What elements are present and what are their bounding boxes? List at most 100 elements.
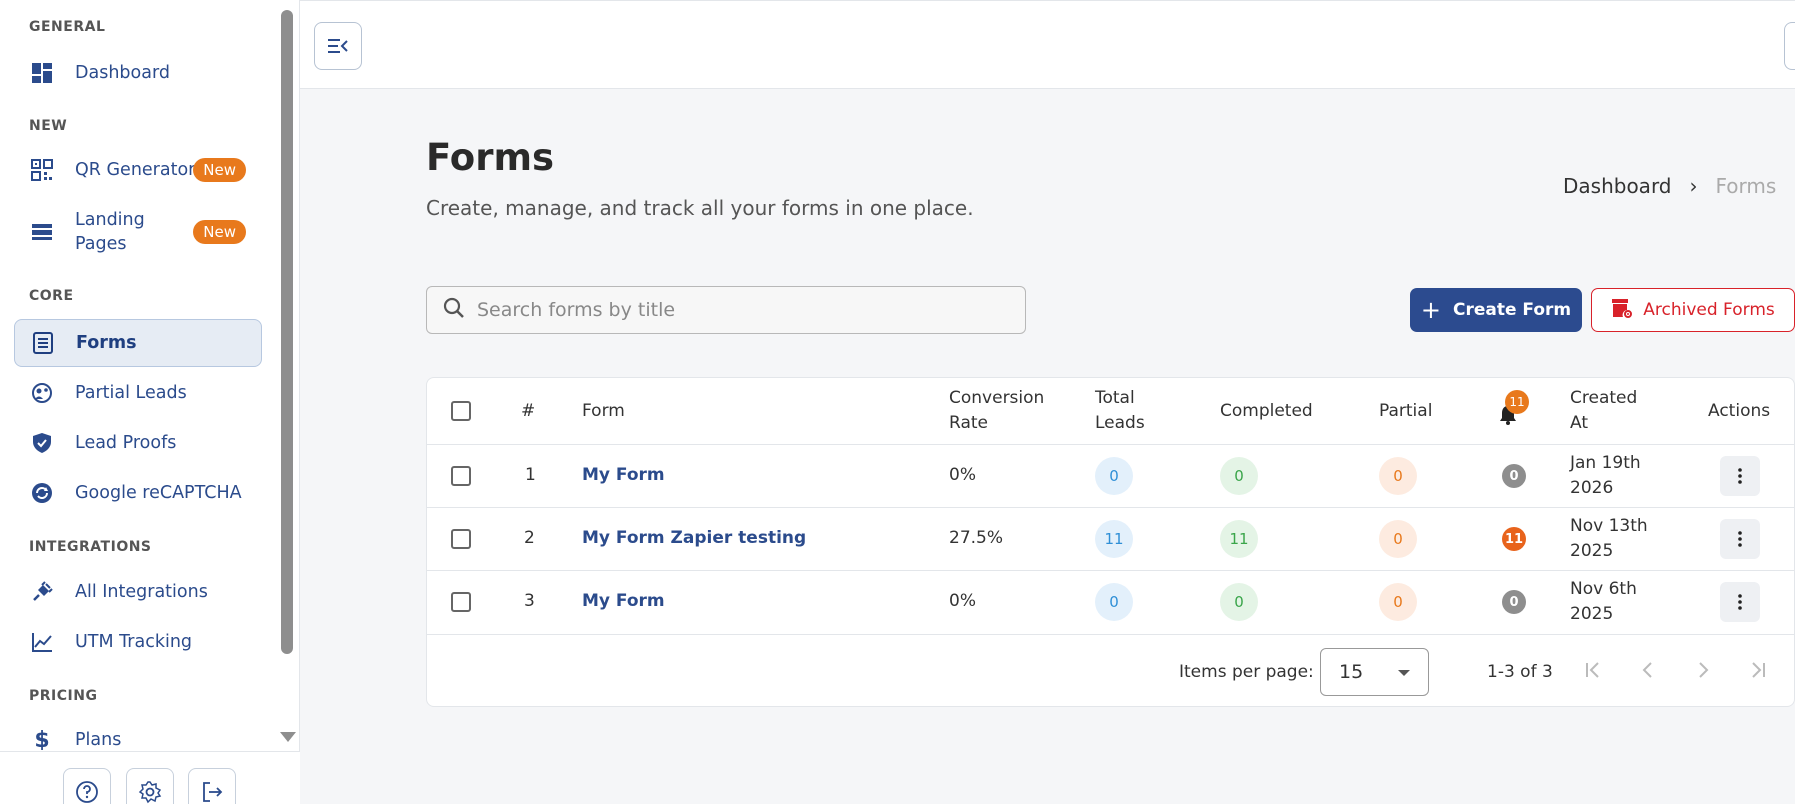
items-per-page-select[interactable]: 15 [1320, 648, 1429, 696]
section-general: GENERAL [29, 19, 106, 35]
sidebar-footer [0, 751, 300, 804]
select-all-checkbox[interactable] [451, 401, 471, 421]
previous-page-button[interactable] [1634, 656, 1662, 684]
notifications-count: 0 [1502, 464, 1526, 488]
search-input[interactable] [477, 299, 997, 321]
archived-forms-button[interactable]: Archived Forms [1591, 288, 1795, 332]
table-header: # Form Conversion Rate Total Leads Compl… [427, 378, 1795, 445]
col-total-leads[interactable]: Total Leads [1095, 386, 1145, 436]
pagination: Items per page: 15 1-3 of 3 [427, 635, 1795, 707]
chevron-right-icon [1699, 662, 1709, 678]
row-checkbox[interactable] [451, 466, 471, 486]
sidebar-item-forms[interactable]: Forms [14, 319, 262, 367]
user-menu-button[interactable] [1784, 22, 1795, 70]
created-year: 2025 [1570, 541, 1614, 561]
sidebar-item-all-integrations[interactable]: All Integrations [14, 574, 262, 610]
collapse-menu-icon [328, 39, 348, 53]
plug-icon [29, 579, 55, 605]
conversion-rate: 0% [949, 465, 976, 485]
form-link[interactable]: My Form [582, 465, 665, 485]
new-badge: New [193, 220, 246, 244]
help-button[interactable] [63, 768, 111, 804]
sidebar-toggle-button[interactable] [314, 22, 362, 70]
recaptcha-icon [29, 480, 55, 506]
sidebar-item-qr-generator[interactable]: QR Generator New [14, 152, 262, 188]
sidebar-item-label: Forms [76, 333, 137, 353]
next-page-button[interactable] [1689, 656, 1717, 684]
col-label: Created [1570, 388, 1638, 408]
search-icon [443, 297, 465, 323]
created-at: Nov 6th 2025 [1570, 577, 1637, 627]
qr-code-icon [29, 157, 55, 183]
col-completed[interactable]: Completed [1220, 401, 1313, 421]
sidebar-item-lead-proofs[interactable]: Lead Proofs [14, 425, 262, 461]
first-page-button[interactable] [1580, 656, 1608, 684]
first-page-icon [1586, 662, 1599, 678]
sidebar-item-label: Google reCAPTCHA [75, 483, 242, 503]
last-page-icon [1752, 662, 1765, 678]
table-row: 2 My Form Zapier testing 27.5% 11 11 0 1… [427, 508, 1795, 571]
row-actions-button[interactable] [1720, 456, 1760, 496]
sidebar-item-plans[interactable]: $ Plans [14, 722, 262, 751]
notifications-badge: 11 [1505, 390, 1529, 414]
forms-table: # Form Conversion Rate Total Leads Compl… [426, 377, 1795, 707]
col-conversion-rate[interactable]: Conversion Rate [949, 386, 1044, 436]
sidebar-item-recaptcha[interactable]: Google reCAPTCHA [14, 475, 262, 511]
search-box[interactable] [426, 286, 1026, 334]
create-form-button[interactable]: + Create Form [1410, 288, 1582, 332]
new-badge: New [193, 158, 246, 182]
sidebar-item-landing-pages[interactable]: Landing Pages New [14, 206, 262, 258]
form-link[interactable]: My Form Zapier testing [582, 528, 807, 548]
landing-page-icon [29, 219, 55, 245]
last-page-button[interactable] [1743, 656, 1771, 684]
col-created-at[interactable]: Created At [1570, 386, 1637, 436]
help-icon [76, 781, 98, 803]
settings-button[interactable] [126, 768, 174, 804]
breadcrumb-current: Forms [1715, 174, 1777, 198]
dollar-icon: $ [34, 727, 50, 751]
sidebar-scrollbar-thumb[interactable] [281, 10, 293, 654]
sidebar-nav: GENERAL Dashboard NEW QR Generator New L… [0, 0, 276, 750]
form-link[interactable]: My Form [582, 591, 665, 611]
sidebar-item-dashboard[interactable]: Dashboard [14, 55, 262, 91]
col-label: Total [1095, 388, 1135, 408]
line-chart-icon [29, 629, 55, 655]
sidebar-item-utm-tracking[interactable]: UTM Tracking [14, 624, 262, 660]
section-pricing: PRICING [29, 688, 98, 704]
row-actions-button[interactable] [1720, 519, 1760, 559]
items-per-page-value: 15 [1339, 661, 1364, 683]
row-checkbox[interactable] [451, 592, 471, 612]
logout-icon [203, 782, 223, 802]
row-number: 2 [524, 528, 535, 548]
scroll-down-arrow-icon[interactable] [280, 732, 296, 742]
logout-button[interactable] [188, 768, 236, 804]
sidebar-item-label: All Integrations [75, 582, 208, 602]
col-label: Leads [1095, 413, 1145, 433]
col-form[interactable]: Form [582, 401, 625, 421]
sidebar-item-label: QR Generator [75, 160, 196, 180]
sidebar-item-partial-leads[interactable]: Partial Leads [14, 375, 262, 411]
completed-count: 0 [1220, 457, 1258, 495]
created-year: 2025 [1570, 604, 1614, 624]
created-date: Nov 6th [1570, 579, 1637, 599]
col-partial[interactable]: Partial [1379, 401, 1433, 421]
row-checkbox[interactable] [451, 529, 471, 549]
created-date: Jan 19th [1570, 453, 1641, 473]
notifications-count: 0 [1502, 590, 1526, 614]
dashboard-icon [29, 60, 55, 86]
chevron-left-icon [1642, 662, 1652, 678]
breadcrumb-dashboard[interactable]: Dashboard [1563, 174, 1672, 198]
archive-settings-icon [1611, 297, 1633, 324]
total-leads-count: 0 [1095, 583, 1133, 621]
shield-check-icon [29, 430, 55, 456]
row-actions-button[interactable] [1720, 582, 1760, 622]
conversion-rate: 0% [949, 591, 976, 611]
partial-count: 0 [1379, 520, 1417, 558]
partial-count: 0 [1379, 457, 1417, 495]
plus-icon: + [1420, 296, 1441, 324]
page-subtitle: Create, manage, and track all your forms… [426, 196, 974, 220]
more-vertical-icon [1738, 531, 1742, 547]
top-bar [300, 0, 1795, 89]
partial-leads-icon [29, 380, 55, 406]
created-at: Jan 19th 2026 [1570, 451, 1641, 501]
